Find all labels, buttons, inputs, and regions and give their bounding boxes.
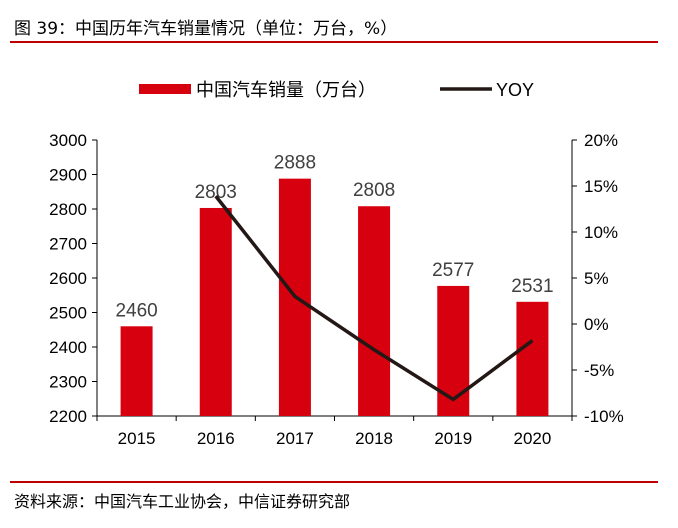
left-tick-label: 2900 bbox=[49, 166, 87, 185]
left-tick-label: 2600 bbox=[49, 269, 87, 288]
left-tick-label: 2700 bbox=[49, 235, 87, 254]
left-tick-label: 2800 bbox=[49, 200, 87, 219]
right-tick-label: 5% bbox=[584, 269, 609, 288]
left-tick-label: 2400 bbox=[49, 338, 87, 357]
x-tick-label: 2019 bbox=[434, 429, 472, 448]
right-tick-label: 15% bbox=[584, 177, 618, 196]
title-divider bbox=[10, 41, 658, 43]
bar-data-label: 2803 bbox=[195, 182, 237, 203]
legend-bar-label: 中国汽车销量（万台） bbox=[196, 80, 376, 100]
left-tick-label: 2500 bbox=[49, 304, 87, 323]
bar-data-label: 2577 bbox=[432, 260, 474, 281]
bar-data-label: 2888 bbox=[274, 153, 316, 174]
x-tick-label: 2017 bbox=[276, 429, 314, 448]
right-tick-label: 10% bbox=[584, 223, 618, 242]
legend-bar-swatch bbox=[139, 84, 191, 94]
legend-line-label: YOY bbox=[496, 80, 534, 100]
bar-data-label: 2531 bbox=[511, 276, 553, 297]
bar-2018 bbox=[358, 206, 391, 416]
x-tick-label: 2016 bbox=[197, 429, 235, 448]
left-tick-label: 2200 bbox=[49, 407, 87, 426]
x-tick-label: 2020 bbox=[514, 429, 552, 448]
x-tick-label: 2015 bbox=[118, 429, 156, 448]
bar-data-label: 2460 bbox=[115, 300, 157, 321]
left-tick-label: 3000 bbox=[49, 131, 87, 150]
right-tick-label: -5% bbox=[584, 361, 614, 380]
bar-2015 bbox=[120, 326, 153, 416]
figure-title: 图 39：中国历年汽车销量情况（单位：万台，%） bbox=[14, 19, 398, 39]
bar-2020 bbox=[516, 301, 549, 416]
source-note: 资料来源：中国汽车工业协会，中信证券研究部 bbox=[14, 492, 351, 511]
left-tick-label: 2300 bbox=[49, 373, 87, 392]
bar-data-label: 2808 bbox=[353, 180, 395, 201]
source-divider bbox=[10, 481, 658, 483]
right-tick-label: -10% bbox=[584, 407, 624, 426]
right-tick-label: 0% bbox=[584, 315, 609, 334]
bar-2019 bbox=[437, 285, 470, 416]
x-tick-label: 2018 bbox=[355, 429, 393, 448]
bar-2016 bbox=[199, 207, 232, 416]
right-tick-label: 20% bbox=[584, 131, 618, 150]
